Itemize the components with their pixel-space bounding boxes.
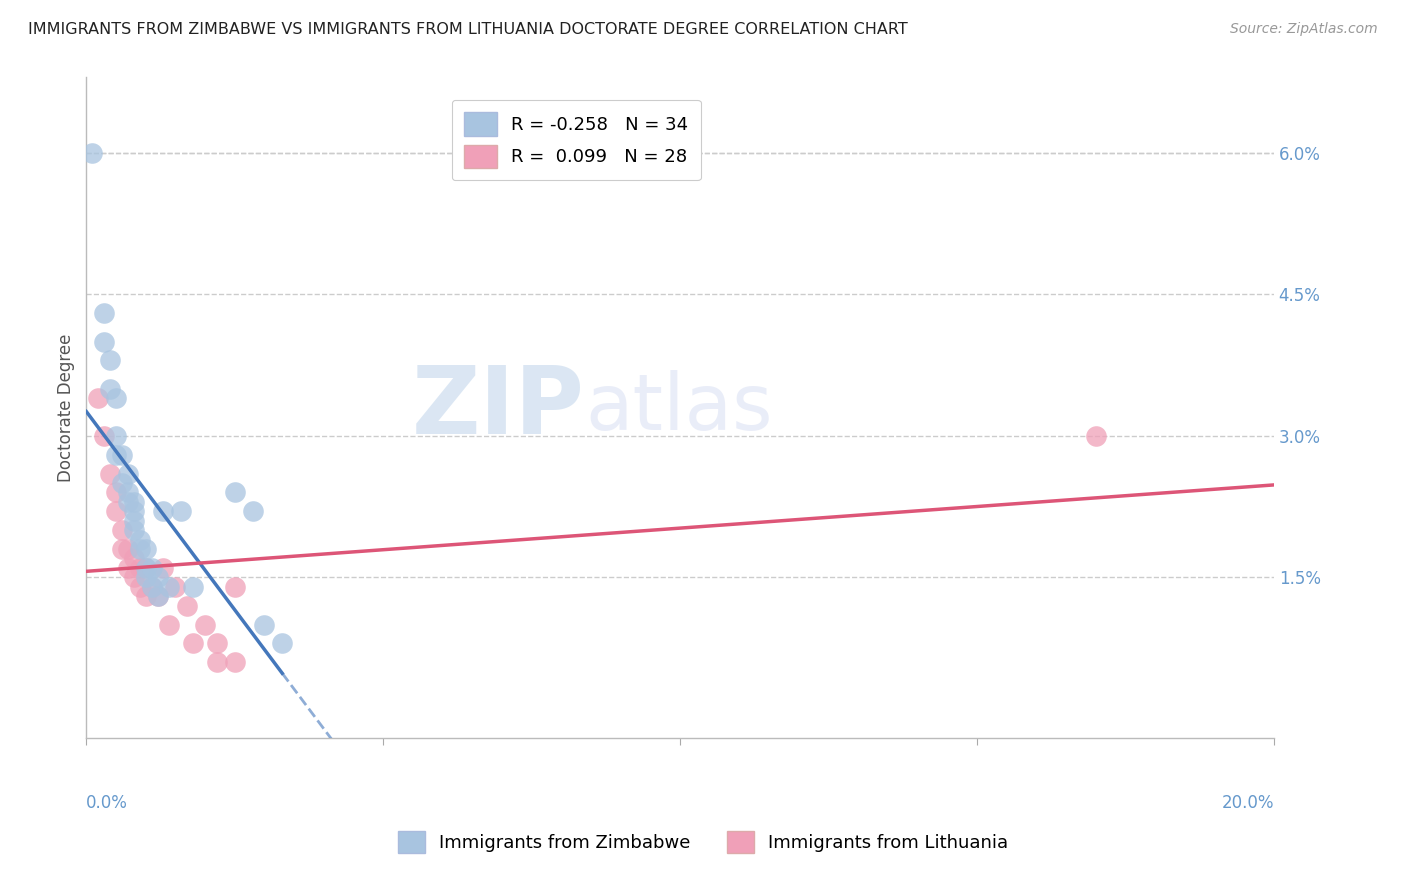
Point [111,476,134,491]
Point [141,580,163,594]
Point [104,504,127,518]
Point [122,570,145,584]
Point [122,551,145,566]
Point [93,429,115,443]
Legend: R = -0.258   N = 34, R =  0.099   N = 28: R = -0.258 N = 34, R = 0.099 N = 28 [451,100,702,180]
Y-axis label: Doctorate Degree: Doctorate Degree [58,334,75,482]
Point [128,580,150,594]
Text: 20.0%: 20.0% [1222,794,1274,813]
Text: atlas: atlas [585,369,772,446]
Point [104,391,127,405]
Point [135,561,157,575]
Text: Source: ZipAtlas.com: Source: ZipAtlas.com [1230,22,1378,37]
Point [98,467,121,481]
Point [87,391,110,405]
Point [82,145,104,160]
Point [93,334,115,349]
Point [141,561,163,575]
Point [165,580,187,594]
Point [224,485,246,500]
Point [104,485,127,500]
Point [122,514,145,528]
Point [135,589,157,603]
Point [242,504,264,518]
Point [122,523,145,537]
Point [111,448,134,462]
Point [146,570,169,584]
Point [117,561,139,575]
Point [117,485,139,500]
Text: 0.0%: 0.0% [86,794,128,813]
Point [194,617,217,632]
Point [135,570,157,584]
Point [146,589,169,603]
Point [111,523,134,537]
Point [157,617,180,632]
Point [181,636,204,650]
Legend: Immigrants from Zimbabwe, Immigrants from Lithuania: Immigrants from Zimbabwe, Immigrants fro… [391,824,1015,861]
Point [271,636,294,650]
Point [141,580,163,594]
Point [224,655,246,669]
Point [98,382,121,396]
Point [122,504,145,518]
Point [146,589,169,603]
Point [117,495,139,509]
Point [135,561,157,575]
Point [104,448,127,462]
Point [152,561,174,575]
Point [205,655,228,669]
Point [128,533,150,547]
Point [181,580,204,594]
Point [205,636,228,650]
Text: ZIP: ZIP [412,361,585,453]
Point [117,467,139,481]
Point [152,504,174,518]
Point [1084,429,1107,443]
Text: IMMIGRANTS FROM ZIMBABWE VS IMMIGRANTS FROM LITHUANIA DOCTORATE DEGREE CORRELATI: IMMIGRANTS FROM ZIMBABWE VS IMMIGRANTS F… [28,22,908,37]
Point [135,542,157,557]
Point [176,599,198,613]
Point [157,580,180,594]
Point [128,542,150,557]
Point [117,542,139,557]
Point [224,580,246,594]
Point [122,495,145,509]
Point [170,504,193,518]
Point [93,306,115,320]
Point [111,542,134,557]
Point [98,353,121,368]
Point [128,561,150,575]
Point [104,429,127,443]
Point [253,617,276,632]
